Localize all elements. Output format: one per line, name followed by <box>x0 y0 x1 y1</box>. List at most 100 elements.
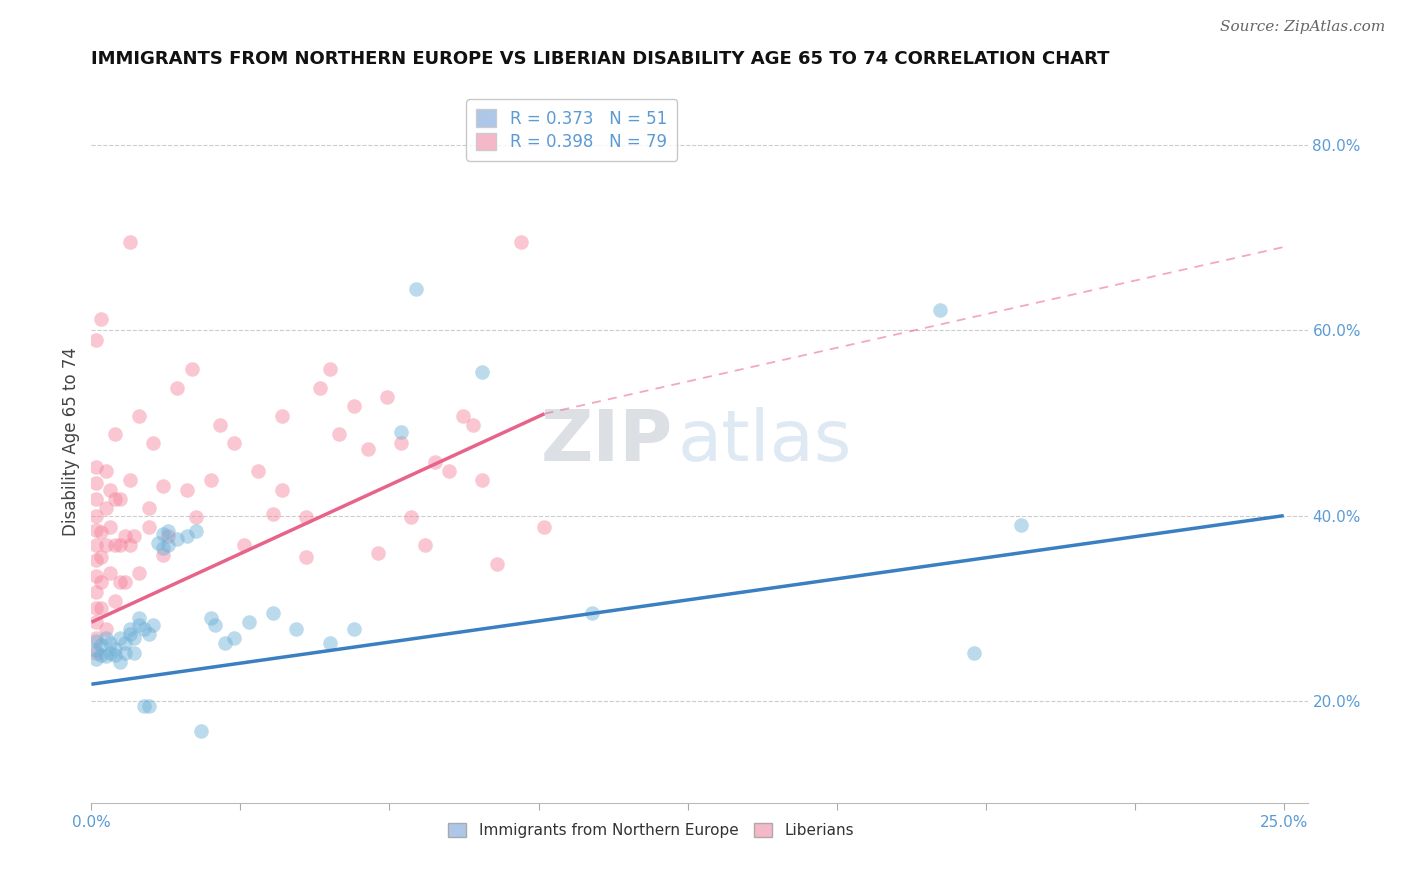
Point <box>262 507 284 521</box>
Point <box>84 601 107 615</box>
Point <box>405 282 427 296</box>
Point <box>84 538 107 552</box>
Point <box>118 627 141 641</box>
Point <box>138 501 160 516</box>
Point <box>108 538 131 552</box>
Point <box>295 550 318 565</box>
Point <box>146 536 169 550</box>
Point <box>224 631 246 645</box>
Point <box>262 606 284 620</box>
Point <box>90 601 112 615</box>
Point <box>128 566 150 580</box>
Point <box>190 723 212 738</box>
Legend: Immigrants from Northern Europe, Liberians: Immigrants from Northern Europe, Liberia… <box>441 817 860 845</box>
Text: atlas: atlas <box>678 407 852 476</box>
Point <box>84 569 107 583</box>
Point <box>186 510 208 524</box>
Point <box>104 427 127 442</box>
Point <box>1010 517 1032 532</box>
Point <box>142 618 165 632</box>
Point <box>104 648 127 662</box>
Point <box>509 235 531 250</box>
Point <box>114 646 136 660</box>
Point <box>138 627 160 641</box>
Point <box>357 442 380 456</box>
Point <box>176 529 198 543</box>
Point <box>437 464 460 478</box>
Point <box>104 594 127 608</box>
Point <box>309 381 332 395</box>
Point <box>389 425 412 440</box>
Point <box>84 646 107 660</box>
Point <box>485 557 508 571</box>
Point <box>108 655 131 669</box>
Point <box>90 648 112 662</box>
Point <box>533 520 555 534</box>
Point <box>295 510 318 524</box>
Point <box>84 652 107 666</box>
Point <box>124 529 146 543</box>
Point <box>94 649 117 664</box>
Point <box>413 538 436 552</box>
Point <box>186 524 208 539</box>
Point <box>375 390 398 404</box>
Point <box>84 460 107 475</box>
Point <box>224 436 246 450</box>
Point <box>156 529 179 543</box>
Point <box>328 427 350 442</box>
Point <box>471 474 494 488</box>
Point <box>471 365 494 379</box>
Y-axis label: Disability Age 65 to 74: Disability Age 65 to 74 <box>62 347 80 536</box>
Point <box>285 622 308 636</box>
Point <box>84 633 107 648</box>
Point <box>94 622 117 636</box>
Point <box>152 548 174 562</box>
Point <box>84 584 107 599</box>
Point <box>271 483 294 497</box>
Point <box>108 491 131 506</box>
Point <box>114 636 136 650</box>
Point <box>176 483 198 497</box>
Point <box>156 538 179 552</box>
Point <box>118 474 141 488</box>
Point <box>84 508 107 523</box>
Point <box>84 491 107 506</box>
Point <box>118 622 141 636</box>
Point <box>94 631 117 645</box>
Point <box>142 436 165 450</box>
Point <box>90 312 112 326</box>
Point <box>343 400 366 414</box>
Point <box>90 550 112 565</box>
Point <box>423 455 446 469</box>
Point <box>100 483 122 497</box>
Point <box>271 409 294 423</box>
Point <box>94 538 117 552</box>
Point <box>94 501 117 516</box>
Point <box>128 409 150 423</box>
Point <box>84 615 107 630</box>
Point <box>114 529 136 543</box>
Point <box>84 643 107 657</box>
Point <box>104 491 127 506</box>
Point <box>124 646 146 660</box>
Point <box>118 538 141 552</box>
Point <box>389 436 412 450</box>
Point <box>118 235 141 250</box>
Point <box>233 538 256 552</box>
Point <box>90 638 112 652</box>
Point <box>100 520 122 534</box>
Point <box>90 575 112 590</box>
Text: IMMIGRANTS FROM NORTHERN EUROPE VS LIBERIAN DISABILITY AGE 65 TO 74 CORRELATION : IMMIGRANTS FROM NORTHERN EUROPE VS LIBER… <box>91 50 1109 68</box>
Point <box>100 566 122 580</box>
Point <box>132 698 155 713</box>
Point <box>138 520 160 534</box>
Point <box>152 527 174 541</box>
Point <box>100 646 122 660</box>
Point <box>319 362 342 376</box>
Point <box>166 532 188 546</box>
Point <box>453 409 475 423</box>
Point <box>156 524 179 539</box>
Point <box>90 525 112 540</box>
Point <box>114 575 136 590</box>
Point <box>399 510 422 524</box>
